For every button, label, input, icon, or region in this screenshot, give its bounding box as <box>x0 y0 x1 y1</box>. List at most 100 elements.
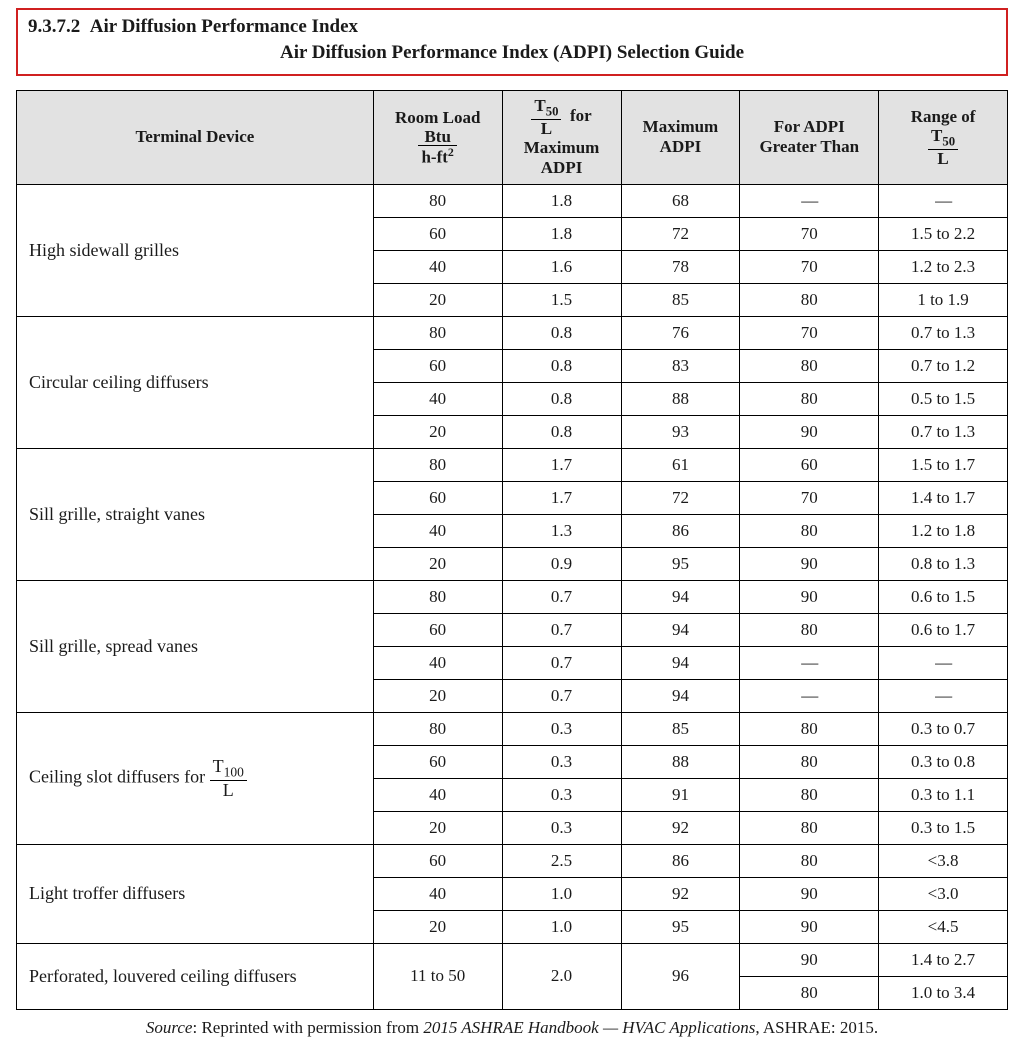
table-cell: 20 <box>373 910 502 943</box>
table-cell: 1.8 <box>502 184 621 217</box>
table-cell: 2.5 <box>502 844 621 877</box>
device-name-cell: Sill grille, spread vanes <box>17 580 374 712</box>
table-title: Air Diffusion Performance Index (ADPI) S… <box>28 42 996 64</box>
table-cell: 80 <box>740 976 879 1009</box>
table-cell: 11 to 50 <box>373 943 502 1009</box>
table-cell: 90 <box>740 415 879 448</box>
table-cell: 0.6 to 1.7 <box>879 613 1008 646</box>
adpi-table: Terminal Device Room Load Btu h-ft2 T50 … <box>16 90 1008 1010</box>
table-cell: 90 <box>740 910 879 943</box>
table-cell: 80 <box>740 778 879 811</box>
table-cell: 1.3 <box>502 514 621 547</box>
table-cell: 20 <box>373 283 502 316</box>
table-cell: 1.5 to 2.2 <box>879 217 1008 250</box>
table-row: Sill grille, spread vanes800.794900.6 to… <box>17 580 1008 613</box>
table-cell: 80 <box>740 613 879 646</box>
table-cell: 72 <box>621 217 740 250</box>
table-cell: 80 <box>373 580 502 613</box>
device-name-cell: High sidewall grilles <box>17 184 374 316</box>
table-cell: 88 <box>621 382 740 415</box>
table-cell: 80 <box>373 448 502 481</box>
table-cell: 1.4 to 2.7 <box>879 943 1008 976</box>
table-cell: 1.0 <box>502 877 621 910</box>
table-row: Sill grille, straight vanes801.761601.5 … <box>17 448 1008 481</box>
table-cell: — <box>879 646 1008 679</box>
table-cell: <4.5 <box>879 910 1008 943</box>
table-cell: 78 <box>621 250 740 283</box>
table-cell: 91 <box>621 778 740 811</box>
table-cell: 0.7 to 1.3 <box>879 316 1008 349</box>
table-cell: 70 <box>740 316 879 349</box>
unit-btu-hft2: Btu h-ft2 <box>418 128 456 167</box>
table-cell: 80 <box>373 184 502 217</box>
device-name-cell: Sill grille, straight vanes <box>17 448 374 580</box>
col-terminal-device: Terminal Device <box>17 91 374 185</box>
table-cell: 94 <box>621 679 740 712</box>
table-cell: 92 <box>621 811 740 844</box>
table-cell: — <box>740 184 879 217</box>
table-row: Ceiling slot diffusers for T100L800.3858… <box>17 712 1008 745</box>
frac-t50-over-L: T50 L <box>531 97 561 138</box>
table-cell: 90 <box>740 877 879 910</box>
col-range-t50L: Range of T50 L <box>879 91 1008 185</box>
section-title: Air Diffusion Performance Index <box>90 16 358 37</box>
table-cell: 40 <box>373 778 502 811</box>
table-cell: — <box>740 646 879 679</box>
table-cell: — <box>879 679 1008 712</box>
table-cell: 20 <box>373 679 502 712</box>
table-cell: 1 to 1.9 <box>879 283 1008 316</box>
table-cell: 60 <box>373 481 502 514</box>
table-cell: 90 <box>740 580 879 613</box>
table-cell: 92 <box>621 877 740 910</box>
table-cell: 0.3 to 0.8 <box>879 745 1008 778</box>
device-name-cell: Perforated, louvered ceiling diffusers <box>17 943 374 1009</box>
table-cell: 0.8 <box>502 316 621 349</box>
table-cell: 40 <box>373 250 502 283</box>
table-cell: 95 <box>621 910 740 943</box>
table-cell: 96 <box>621 943 740 1009</box>
col-t50L-for-max: T50 L for Maximum ADPI <box>502 91 621 185</box>
table-cell: 0.8 <box>502 415 621 448</box>
table-cell: 60 <box>373 349 502 382</box>
table-cell: 85 <box>621 712 740 745</box>
table-cell: 0.8 to 1.3 <box>879 547 1008 580</box>
table-cell: 80 <box>740 283 879 316</box>
table-cell: 80 <box>740 745 879 778</box>
table-cell: <3.8 <box>879 844 1008 877</box>
table-cell: 0.7 <box>502 580 621 613</box>
table-cell: 1.5 <box>502 283 621 316</box>
table-cell: 80 <box>373 316 502 349</box>
table-cell: 0.3 <box>502 745 621 778</box>
table-cell: 0.3 to 1.5 <box>879 811 1008 844</box>
table-cell: 0.7 <box>502 646 621 679</box>
section-header-box: 9.3.7.2 Air Diffusion Performance Index … <box>16 8 1008 76</box>
table-cell: 0.9 <box>502 547 621 580</box>
table-cell: 60 <box>373 745 502 778</box>
table-cell: 20 <box>373 547 502 580</box>
table-cell: 85 <box>621 283 740 316</box>
table-cell: 1.2 to 1.8 <box>879 514 1008 547</box>
col-room-load: Room Load Btu h-ft2 <box>373 91 502 185</box>
table-cell: 0.3 to 1.1 <box>879 778 1008 811</box>
table-cell: 60 <box>740 448 879 481</box>
table-cell: 86 <box>621 844 740 877</box>
table-cell: 80 <box>740 349 879 382</box>
col-max-adpi: Maximum ADPI <box>621 91 740 185</box>
device-name-cell: Light troffer diffusers <box>17 844 374 943</box>
table-cell: 1.6 <box>502 250 621 283</box>
table-cell: 2.0 <box>502 943 621 1009</box>
table-cell: 0.8 <box>502 382 621 415</box>
table-cell: 60 <box>373 217 502 250</box>
table-cell: 90 <box>740 943 879 976</box>
table-cell: 61 <box>621 448 740 481</box>
table-cell: 0.3 to 0.7 <box>879 712 1008 745</box>
table-cell: 60 <box>373 613 502 646</box>
table-cell: 1.0 <box>502 910 621 943</box>
table-cell: 72 <box>621 481 740 514</box>
table-cell: 1.8 <box>502 217 621 250</box>
table-cell: 0.7 <box>502 613 621 646</box>
table-cell: 76 <box>621 316 740 349</box>
table-cell: 0.3 <box>502 778 621 811</box>
table-cell: 94 <box>621 580 740 613</box>
section-heading: 9.3.7.2 Air Diffusion Performance Index <box>28 16 996 38</box>
